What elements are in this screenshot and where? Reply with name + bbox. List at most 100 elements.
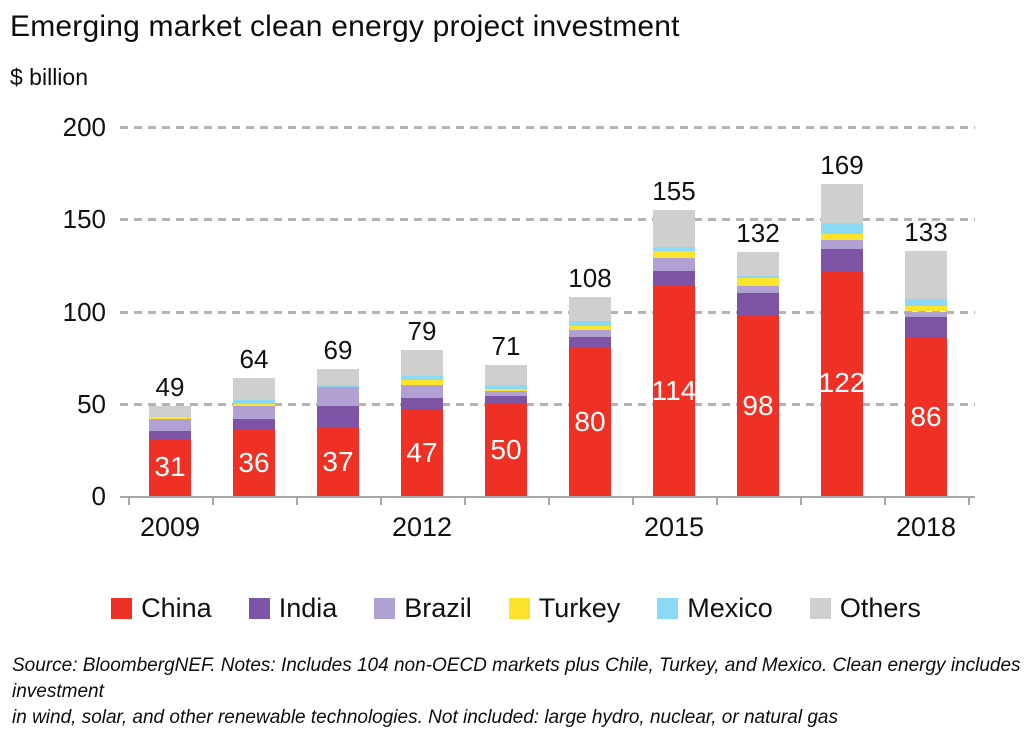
x-axis-tick xyxy=(296,496,298,505)
bar-segment-china-2016 xyxy=(737,315,779,496)
gridline-100 xyxy=(120,310,975,314)
bar-segment-brazil-2018 xyxy=(905,311,947,318)
bar-segment-india-2013 xyxy=(485,396,527,404)
source-note: Source: BloombergNEF. Notes: Includes 10… xyxy=(12,655,1021,728)
y-tick-label: 50 xyxy=(77,388,106,419)
china-value-label: 80 xyxy=(574,406,606,438)
bar-segment-others-2009 xyxy=(149,405,191,417)
bar-segment-brazil-2011 xyxy=(317,387,359,406)
china-value-label: 98 xyxy=(742,389,774,421)
china-value-label: 37 xyxy=(322,445,354,477)
bar-segment-india-2009 xyxy=(149,431,191,439)
china-value-label: 31 xyxy=(154,451,186,483)
x-tick-label-2015: 2015 xyxy=(643,512,705,542)
bar-segment-brazil-2016 xyxy=(737,285,779,294)
page-title: Emerging market clean energy project inv… xyxy=(10,10,680,43)
china-value-label: 114 xyxy=(651,374,697,406)
bar-total-label: 133 xyxy=(904,216,948,247)
bar-segment-brazil-2015 xyxy=(653,257,695,271)
x-axis-tick xyxy=(548,496,550,505)
bar-segment-others-2010 xyxy=(233,377,275,401)
x-axis-tick xyxy=(968,496,970,505)
bar-segment-turkey-2014 xyxy=(569,326,611,330)
legend-item-mexico: Mexico xyxy=(657,593,773,624)
legend-item-turkey: Turkey xyxy=(508,593,621,624)
legend-label-india: India xyxy=(278,593,338,623)
x-axis-tick xyxy=(128,496,130,505)
bar-segment-turkey-2009 xyxy=(149,416,191,419)
bar-total-label: 155 xyxy=(652,176,696,207)
bar-segment-mexico-2011 xyxy=(317,385,359,388)
legend-label-china: China xyxy=(141,593,212,623)
bar-segment-china-2009 xyxy=(149,438,191,496)
bar-segment-turkey-2018 xyxy=(905,305,947,312)
china-value-label: 47 xyxy=(406,436,438,468)
gridline-200 xyxy=(120,126,975,129)
legend-swatch-india xyxy=(248,598,270,619)
y-axis-units-label: $ billion xyxy=(10,64,88,90)
bar-segment-china-2017 xyxy=(821,270,863,496)
legend-label-others: Others xyxy=(839,593,921,623)
x-tick-label-2012: 2012 xyxy=(391,512,453,542)
bar-segment-india-2015 xyxy=(653,270,695,286)
bar-segment-china-2014 xyxy=(569,348,611,496)
bar-segment-mexico-2013 xyxy=(485,385,527,389)
legend: China India Brazil Turkey Mexico Others xyxy=(0,593,1032,624)
bar-segment-others-2017 xyxy=(821,184,863,223)
bar-segment-mexico-2016 xyxy=(737,276,779,279)
bar-segment-others-2015 xyxy=(653,210,695,247)
bar-total-label: 49 xyxy=(155,371,185,402)
legend-label-turkey: Turkey xyxy=(538,593,621,623)
bar-segment-others-2014 xyxy=(569,296,611,321)
bar-segment-mexico-2018 xyxy=(905,298,947,306)
bar-segment-others-2016 xyxy=(737,252,779,277)
x-axis-tick xyxy=(212,496,214,505)
y-tick-label: 150 xyxy=(62,204,106,235)
bar-segment-china-2011 xyxy=(317,427,359,496)
bar-segment-others-2011 xyxy=(317,368,359,386)
legend-swatch-turkey xyxy=(508,598,530,619)
legend-swatch-china xyxy=(111,598,133,619)
legend-label-brazil: Brazil xyxy=(404,593,472,623)
x-axis-line xyxy=(120,496,975,498)
bar-segment-india-2017 xyxy=(821,248,863,271)
china-value-label: 50 xyxy=(490,433,522,465)
bar-segment-mexico-2012 xyxy=(401,376,443,380)
x-axis-tick xyxy=(380,496,382,505)
bar-segment-india-2012 xyxy=(401,398,443,410)
legend-item-china: China xyxy=(111,593,212,624)
x-axis-tick xyxy=(632,496,634,505)
bar-segment-turkey-2016 xyxy=(737,278,779,286)
bar-segment-brazil-2010 xyxy=(233,405,275,419)
bar-segment-india-2018 xyxy=(905,317,947,338)
bar-total-label: 69 xyxy=(323,334,353,365)
y-tick-label: 0 xyxy=(91,481,106,511)
bar-total-label: 71 xyxy=(491,331,521,361)
bar-segment-india-2014 xyxy=(569,337,611,349)
china-value-label: 86 xyxy=(910,400,942,432)
gridline-150 xyxy=(120,218,975,222)
bar-segment-brazil-2017 xyxy=(821,239,863,249)
bar-segment-china-2013 xyxy=(485,403,527,496)
bar-segment-turkey-2017 xyxy=(821,234,863,240)
bar-segment-india-2010 xyxy=(233,418,275,430)
legend-swatch-brazil xyxy=(374,598,396,619)
bar-segment-turkey-2015 xyxy=(653,250,695,258)
bar-segment-china-2015 xyxy=(653,285,695,496)
bar-segment-china-2012 xyxy=(401,409,443,496)
china-value-label: 36 xyxy=(238,446,270,478)
legend-item-india: India xyxy=(248,593,338,624)
bar-segment-mexico-2014 xyxy=(569,320,611,327)
x-axis-tick xyxy=(884,496,886,505)
bar-segment-india-2016 xyxy=(737,293,779,316)
bar-segment-mexico-2010 xyxy=(233,400,275,404)
bar-segment-turkey-2013 xyxy=(485,388,527,391)
bar-total-label: 132 xyxy=(736,218,780,249)
x-axis-tick xyxy=(716,496,718,505)
legend-swatch-mexico xyxy=(657,598,679,619)
bar-segment-china-2010 xyxy=(233,429,275,496)
legend-label-mexico: Mexico xyxy=(687,593,773,623)
bar-total-label: 64 xyxy=(239,343,269,374)
y-tick-label: 200 xyxy=(62,112,106,142)
